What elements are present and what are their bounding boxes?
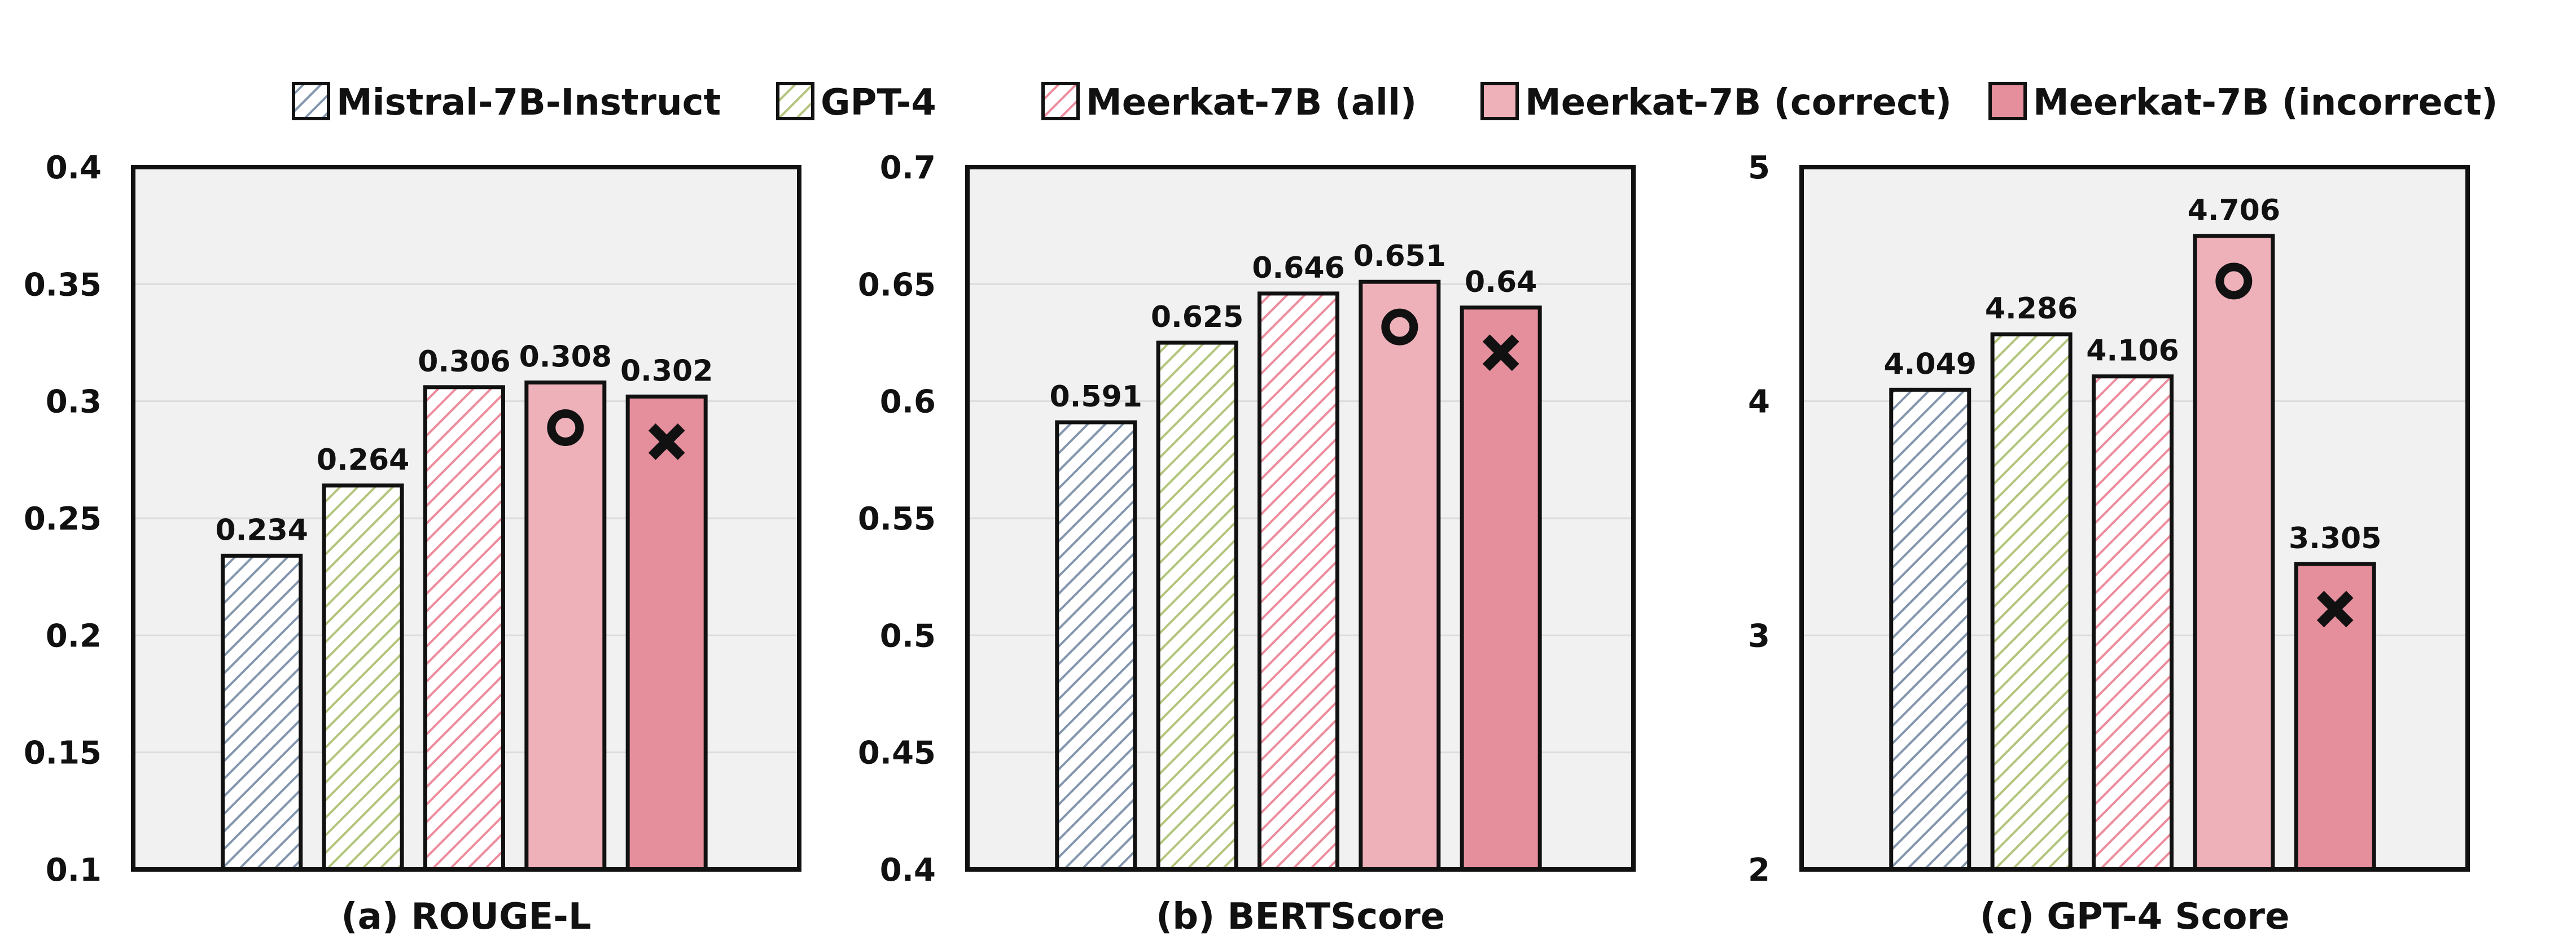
legend-label-meerkat-incorrect: Meerkat-7B (incorrect) (2033, 82, 2498, 124)
bar-meerkat-all (423, 385, 505, 872)
bar-meerkat-all (2091, 374, 2174, 872)
bar-gpt4 (1156, 340, 1238, 872)
value-label-meerkat-incorrect: 0.302 (620, 354, 713, 388)
value-label-mistral: 4.049 (1883, 347, 1976, 381)
chart-panels: 0.1 0.15 0.2 0.25 0.3 0.35 0.4 0.234 0.264 0.306 0… (24, 150, 2470, 938)
legend-swatch-meerkat-correct (1480, 82, 1519, 120)
plot-frame (131, 165, 801, 872)
panel-label: (c) GPT-4 Score (1980, 896, 2290, 938)
y-tick-label: 0.4 (46, 150, 102, 186)
y-tick-label: 3 (1748, 618, 1770, 654)
correct-marker (2215, 263, 2253, 300)
y-tick-label: 0.6 (880, 384, 936, 421)
value-label-gpt4: 0.625 (1151, 300, 1243, 334)
bar-meerkat-all (1257, 291, 1339, 872)
incorrect-marker (1482, 334, 1519, 371)
y-tick-label: 0.2 (46, 618, 102, 654)
value-label-gpt4: 0.264 (317, 443, 409, 477)
y-tick-label: 0.5 (880, 618, 936, 654)
y-tick-label: 0.45 (858, 735, 936, 772)
y-tick-label: 0.55 (858, 501, 936, 537)
incorrect-marker (648, 423, 685, 460)
bar-mistral (1055, 420, 1137, 872)
y-tick-label: 0.15 (24, 735, 102, 772)
correct-marker (1381, 308, 1418, 346)
legend-item-mistral: Mistral-7B-Instruct (292, 82, 721, 124)
panel-rouge-l: 0.1 0.15 0.2 0.25 0.3 0.35 0.4 0.234 0.264 0.306 0… (24, 150, 801, 938)
legend-item-meerkat-all: Meerkat-7B (all) (1041, 82, 1417, 124)
legend-swatch-meerkat-all (1041, 82, 1080, 120)
y-tick-label: 0.35 (24, 266, 102, 303)
value-label-gpt4: 4.286 (1985, 292, 2078, 326)
y-tick-label: 5 (1748, 150, 1770, 186)
bar-gpt4 (322, 483, 404, 872)
legend: Mistral-7B-Instruct GPT-4 Meerkat-7B (al… (292, 82, 2498, 124)
bar-meerkat-incorrect (625, 394, 708, 872)
plot-frame (1799, 165, 2470, 872)
value-label-meerkat-correct: 4.706 (2188, 194, 2280, 228)
legend-item-gpt4: GPT-4 (776, 82, 936, 124)
bar-meerkat-correct (524, 380, 607, 872)
legend-item-meerkat-incorrect: Meerkat-7B (incorrect) (1988, 82, 2498, 124)
incorrect-marker (2316, 591, 2354, 628)
panel-label: (b) BERTScore (1156, 896, 1445, 938)
value-label-meerkat-all: 4.106 (2086, 334, 2179, 368)
y-tick-label: 0.3 (46, 384, 102, 421)
value-label-meerkat-all: 0.306 (418, 345, 510, 379)
value-label-meerkat-all: 0.646 (1252, 251, 1344, 285)
legend-label-mistral: Mistral-7B-Instruct (336, 82, 721, 124)
y-tick-label: 0.7 (880, 150, 936, 186)
value-label-mistral: 0.591 (1049, 380, 1142, 414)
legend-item-meerkat-correct: Meerkat-7B (correct) (1480, 82, 1952, 124)
y-tick-label: 0.25 (24, 501, 102, 537)
panel-label: (a) ROUGE-L (341, 896, 591, 938)
panel-bertscore: 0.4 0.45 0.5 0.55 0.6 0.65 0.7 0.591 0.625 0.646 0… (858, 150, 1636, 938)
bar-meerkat-correct (1359, 279, 1441, 872)
y-tick-label: 0.65 (858, 266, 936, 303)
correct-marker (547, 409, 584, 446)
y-tick-label: 0.4 (880, 852, 936, 889)
value-label-meerkat-correct: 0.651 (1353, 239, 1446, 273)
y-tick-label: 0.1 (46, 852, 102, 889)
legend-label-meerkat-all: Meerkat-7B (all) (1086, 82, 1417, 124)
value-label-meerkat-incorrect: 3.305 (2289, 522, 2381, 556)
legend-swatch-mistral (292, 82, 330, 120)
bar-meerkat-correct (2193, 234, 2275, 872)
bar-mistral (1889, 387, 1972, 872)
plot-frame (965, 165, 1636, 872)
y-tick-label: 2 (1748, 852, 1770, 889)
legend-swatch-gpt4 (776, 82, 814, 120)
y-tick-label: 4 (1748, 384, 1770, 421)
value-label-meerkat-correct: 0.308 (519, 340, 612, 374)
bar-mistral (221, 553, 303, 872)
legend-label-gpt4: GPT-4 (821, 82, 936, 124)
value-label-meerkat-incorrect: 0.64 (1465, 265, 1537, 299)
legend-label-meerkat-correct: Meerkat-7B (correct) (1525, 82, 1952, 124)
value-label-mistral: 0.234 (215, 513, 308, 547)
bar-gpt4 (1990, 332, 2073, 872)
legend-swatch-meerkat-incorrect (1988, 82, 2027, 120)
bar-meerkat-incorrect (1460, 305, 1542, 872)
